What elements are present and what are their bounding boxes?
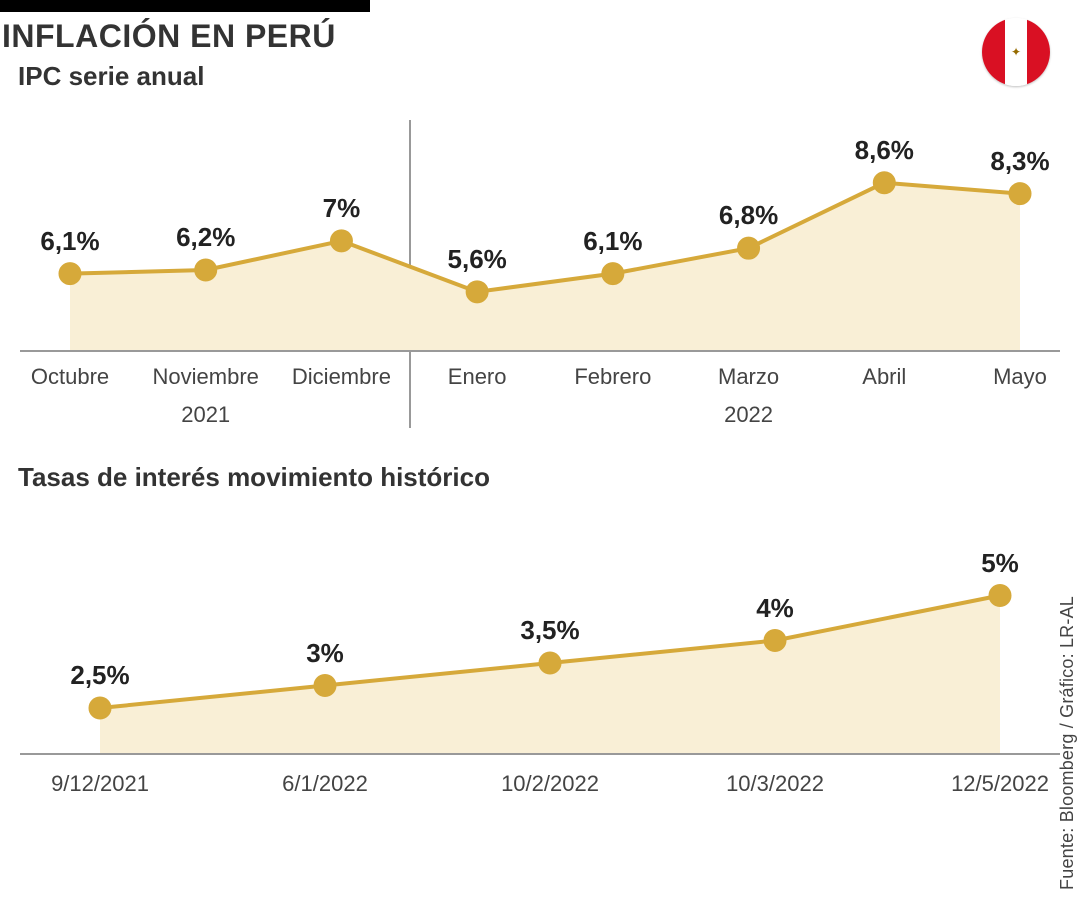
rates-chart: 2,5% 3% 3,5% 4% 5% 9/12/2021 6/1/2022 10/2/2022…	[20, 523, 1060, 823]
data-marker	[89, 697, 111, 719]
data-marker	[59, 263, 81, 285]
x-axis-label: Mayo	[993, 364, 1047, 390]
data-marker	[195, 259, 217, 281]
x-axis-label: Marzo	[718, 364, 779, 390]
value-label: 6,2%	[176, 222, 235, 253]
value-label: 8,3%	[990, 146, 1049, 177]
data-marker	[738, 237, 760, 259]
header: INFLACIÓN EN PERÚ ✦	[0, 18, 1080, 55]
x-axis-label: Abril	[862, 364, 906, 390]
data-marker	[873, 172, 895, 194]
data-marker	[466, 281, 488, 303]
chart1-subtitle: IPC serie anual	[18, 61, 1080, 92]
value-label: 2,5%	[70, 660, 129, 691]
x-axis-label: Enero	[448, 364, 507, 390]
value-label: 5%	[981, 548, 1019, 579]
x-axis-label: 10/3/2022	[726, 771, 824, 797]
data-marker	[539, 652, 561, 674]
x-axis-label: Diciembre	[292, 364, 391, 390]
value-label: 3%	[306, 638, 344, 669]
data-marker	[602, 263, 624, 285]
year-label: 2021	[181, 402, 230, 428]
data-marker	[989, 585, 1011, 607]
value-label: 6,8%	[719, 200, 778, 231]
x-axis-label: 12/5/2022	[951, 771, 1049, 797]
x-axis-label: 9/12/2021	[51, 771, 149, 797]
data-marker	[1009, 183, 1031, 205]
data-marker	[330, 230, 352, 252]
source-credit: Fuente: Bloomberg / Gráfico: LR-AL	[1057, 596, 1078, 890]
x-axis-label: Noviembre	[153, 364, 259, 390]
value-label: 8,6%	[855, 135, 914, 166]
ipc-chart: 6,1% 6,2% 7% 5,6% 6,1% 6,8% 8,6% 8,3% Octubre Nov…	[20, 100, 1060, 440]
value-label: 6,1%	[583, 226, 642, 257]
x-axis-label: Febrero	[574, 364, 651, 390]
data-marker	[314, 675, 336, 697]
peru-flag-icon: ✦	[982, 18, 1050, 86]
value-label: 5,6%	[448, 244, 507, 275]
value-label: 7%	[323, 193, 361, 224]
main-title: INFLACIÓN EN PERÚ	[2, 18, 1080, 55]
year-label: 2022	[724, 402, 773, 428]
value-label: 3,5%	[520, 615, 579, 646]
x-axis-label: 10/2/2022	[501, 771, 599, 797]
value-label: 6,1%	[40, 226, 99, 257]
x-axis-label: 6/1/2022	[282, 771, 368, 797]
value-label: 4%	[756, 593, 794, 624]
data-marker	[764, 630, 786, 652]
x-axis-label: Octubre	[31, 364, 109, 390]
top-accent-bar	[0, 0, 370, 12]
chart2-subtitle: Tasas de interés movimiento histórico	[18, 462, 1080, 493]
